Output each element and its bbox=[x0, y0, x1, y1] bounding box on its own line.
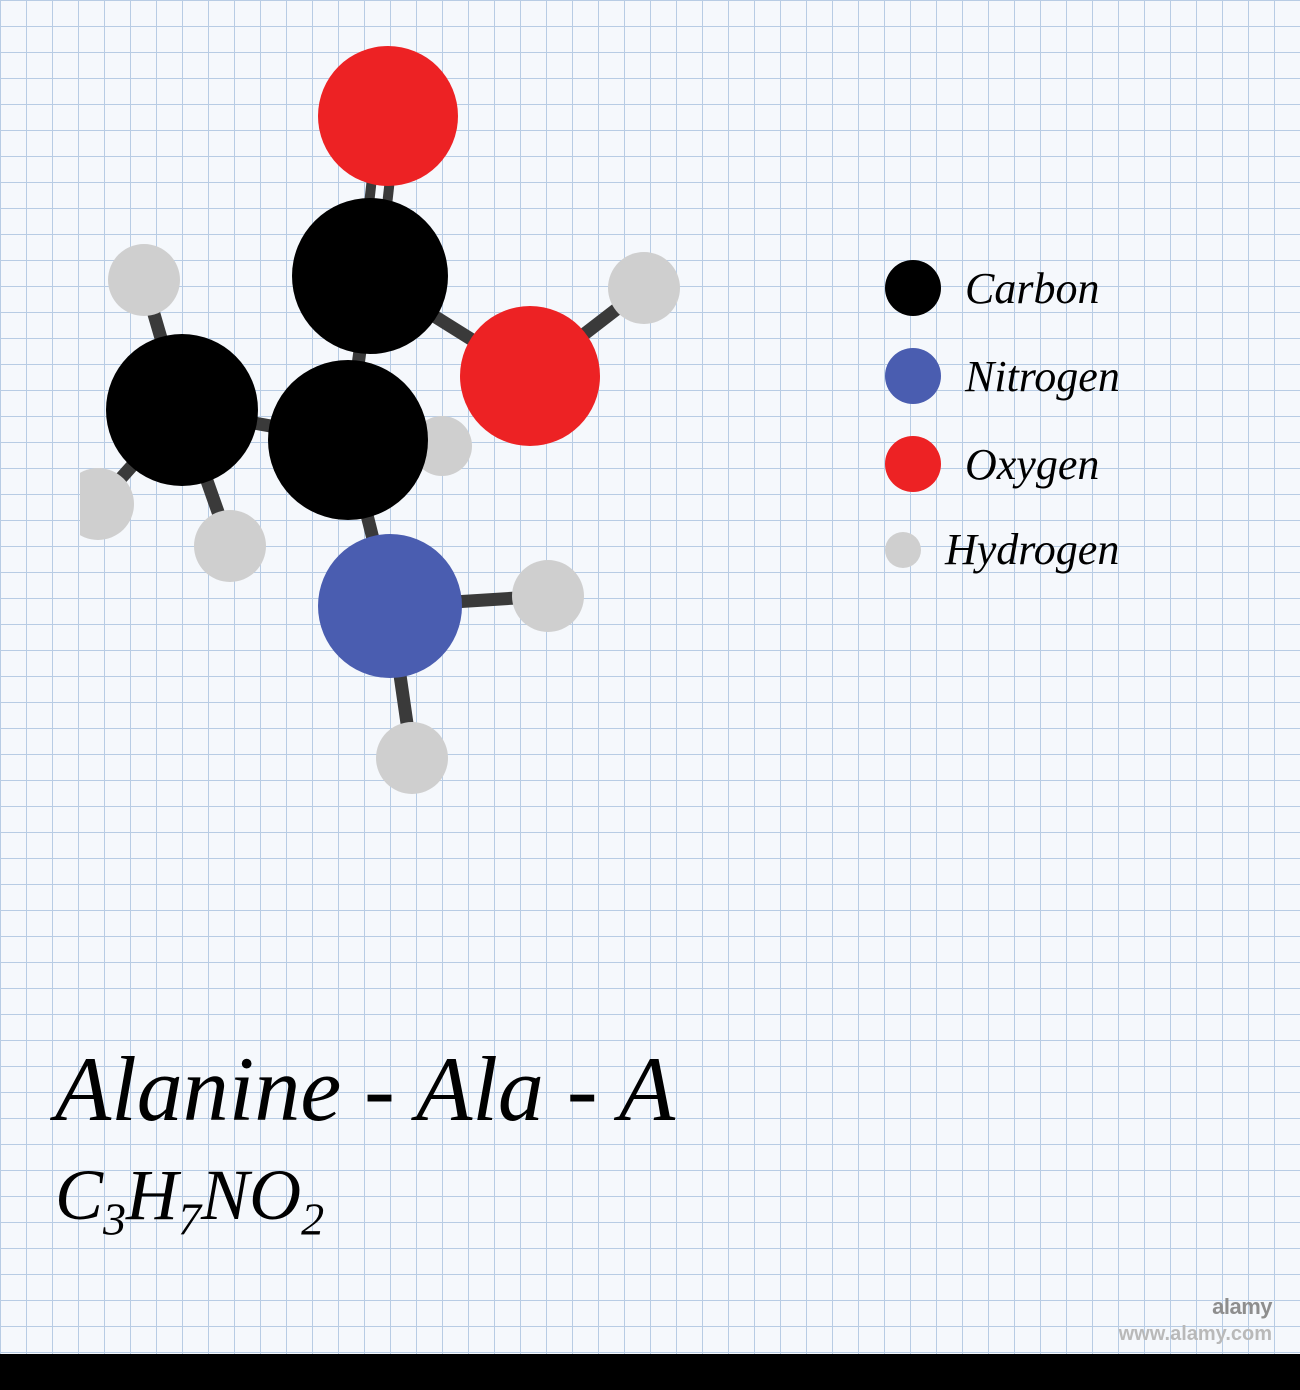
formula-element: N bbox=[201, 1155, 249, 1235]
watermark-url: www.alamy.com bbox=[1119, 1323, 1272, 1346]
atom-h bbox=[512, 560, 584, 632]
legend-item-nitrogen: Nitrogen bbox=[885, 348, 1120, 404]
legend-item-oxygen: Oxygen bbox=[885, 436, 1120, 492]
formula-subscript: 3 bbox=[103, 1193, 126, 1244]
atom-h bbox=[608, 252, 680, 324]
atom-c bbox=[292, 198, 448, 354]
legend-dot bbox=[885, 436, 941, 492]
formula-element: O bbox=[249, 1155, 301, 1235]
legend-label: Oxygen bbox=[965, 439, 1099, 490]
atom-n bbox=[318, 534, 462, 678]
legend-dot bbox=[885, 260, 941, 316]
atom-h bbox=[108, 244, 180, 316]
legend-label: Nitrogen bbox=[965, 351, 1120, 402]
formula-subscript: 2 bbox=[301, 1193, 324, 1244]
legend: Carbon Nitrogen Oxygen Hydrogen bbox=[885, 260, 1120, 575]
diagram-content: Carbon Nitrogen Oxygen Hydrogen Alanine - A… bbox=[0, 0, 1300, 1390]
atom-h bbox=[376, 722, 448, 794]
watermark-brand: alamy bbox=[1212, 1294, 1272, 1320]
molecule-name: Alanine - Ala - A bbox=[55, 1036, 675, 1142]
bottom-bar bbox=[0, 1354, 1300, 1390]
legend-label: Hydrogen bbox=[945, 524, 1119, 575]
legend-item-carbon: Carbon bbox=[885, 260, 1120, 316]
formula-element: C bbox=[55, 1155, 103, 1235]
atom-o bbox=[460, 306, 600, 446]
atom-c bbox=[268, 360, 428, 520]
formula-element: H bbox=[126, 1155, 178, 1235]
molecular-formula: C3H7NO2 bbox=[55, 1154, 675, 1245]
atom-o bbox=[318, 46, 458, 186]
atom-c bbox=[106, 334, 258, 486]
formula-subscript: 7 bbox=[178, 1193, 201, 1244]
legend-dot bbox=[885, 532, 921, 568]
atom-h bbox=[194, 510, 266, 582]
legend-dot bbox=[885, 348, 941, 404]
legend-item-hydrogen: Hydrogen bbox=[885, 524, 1120, 575]
legend-label: Carbon bbox=[965, 263, 1099, 314]
title-block: Alanine - Ala - A C3H7NO2 bbox=[55, 1036, 675, 1245]
molecule-diagram bbox=[80, 30, 780, 810]
